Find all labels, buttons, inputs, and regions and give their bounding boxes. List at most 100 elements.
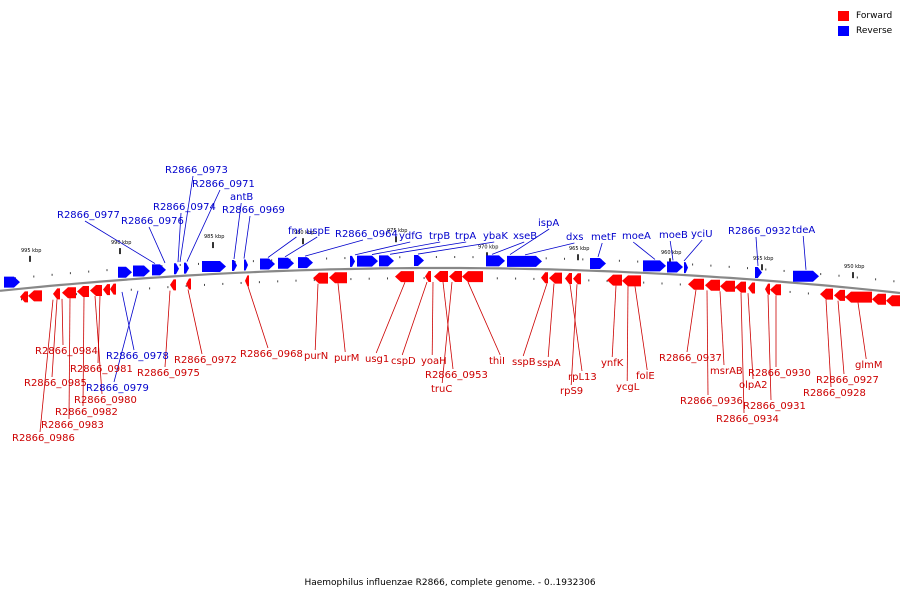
gene-label-r2866_0980: R2866_0980 bbox=[74, 395, 137, 406]
kbp-tick-label: 985 kbp bbox=[204, 234, 224, 240]
minor-tick bbox=[472, 256, 474, 259]
forward-gene-arrow bbox=[313, 272, 328, 284]
reverse-leader-line bbox=[233, 202, 242, 260]
minor-tick bbox=[747, 267, 748, 270]
minor-tick bbox=[185, 284, 187, 287]
minor-tick bbox=[277, 280, 279, 283]
forward-leader-line bbox=[97, 295, 101, 364]
gene-label-r2866_0971: R2866_0971 bbox=[192, 179, 255, 190]
gene-label-truc: truC bbox=[431, 384, 452, 395]
gene-label-r2866_0936: R2866_0936 bbox=[680, 396, 743, 407]
minor-tick bbox=[271, 259, 273, 262]
forward-leader-line bbox=[68, 298, 71, 420]
minor-tick bbox=[728, 265, 730, 268]
forward-gene-arrow bbox=[541, 272, 548, 284]
gene-label-uspe: uspE bbox=[306, 226, 330, 237]
kbp-tick-label: 970 kbp bbox=[478, 244, 498, 250]
forward-leader-line bbox=[431, 282, 434, 356]
reverse-gene-arrow bbox=[755, 266, 762, 278]
gene-label-ynfk: ynfK bbox=[601, 358, 624, 369]
forward-gene-arrow bbox=[425, 271, 431, 283]
legend-reverse: Reverse bbox=[838, 23, 892, 38]
minor-tick bbox=[198, 262, 199, 265]
reverse-gene-arrow bbox=[133, 265, 150, 277]
gene-label-r2866_0976: R2866_0976 bbox=[121, 216, 184, 227]
minor-tick bbox=[313, 279, 315, 282]
reverse-swatch bbox=[838, 25, 849, 36]
minor-tick bbox=[167, 286, 169, 289]
forward-gene-arrow bbox=[170, 279, 176, 291]
forward-gene-arrow bbox=[28, 290, 42, 302]
gene-label-r2866_0985: R2866_0985 bbox=[24, 378, 87, 389]
reverse-gene-arrow bbox=[174, 263, 179, 275]
minor-tick bbox=[368, 277, 370, 280]
forward-leader-line bbox=[706, 290, 709, 396]
gene-label-trpa: trpA bbox=[455, 231, 476, 242]
forward-gene-arrow bbox=[549, 272, 562, 284]
reverse-leader-line bbox=[121, 291, 135, 351]
minor-tick bbox=[88, 270, 90, 273]
minor-tick bbox=[387, 277, 388, 280]
legend: Forward Reverse bbox=[838, 8, 892, 38]
gene-label-glmm: glmM bbox=[855, 360, 883, 371]
reverse-leader-line bbox=[491, 241, 525, 255]
forward-leader-line bbox=[247, 286, 269, 349]
minor-tick bbox=[643, 281, 645, 284]
kbp-tick-label: 950 kbp bbox=[844, 264, 864, 270]
reverse-gene-arrow bbox=[278, 257, 294, 269]
minor-tick bbox=[679, 283, 681, 286]
legend-forward: Forward bbox=[838, 8, 892, 23]
reverse-gene-arrow bbox=[184, 262, 189, 274]
reverse-leader-line bbox=[683, 239, 703, 262]
forward-leader-line bbox=[61, 298, 64, 346]
reverse-leader-line bbox=[417, 241, 495, 255]
forward-leader-line bbox=[467, 281, 501, 356]
reverse-gene-arrow bbox=[643, 260, 666, 272]
forward-leader-line bbox=[569, 283, 583, 372]
minor-tick bbox=[838, 274, 840, 277]
gene-label-r2866_0982: R2866_0982 bbox=[55, 407, 118, 418]
minor-tick bbox=[106, 269, 108, 272]
forward-gene-arrow bbox=[77, 286, 89, 298]
reverse-leader-line bbox=[84, 220, 156, 264]
gene-label-r2866_0978: R2866_0978 bbox=[106, 351, 169, 362]
forward-gene-arrow bbox=[720, 280, 735, 292]
gene-label-fole: folE bbox=[636, 371, 655, 382]
minor-tick bbox=[588, 279, 590, 282]
minor-tick bbox=[435, 256, 437, 259]
gene-label-r2866_0928: R2866_0928 bbox=[803, 388, 866, 399]
minor-tick bbox=[75, 293, 77, 296]
forward-leader-line bbox=[719, 291, 725, 366]
reverse-leader-line bbox=[179, 175, 194, 263]
gene-label-r2866_0983: R2866_0983 bbox=[41, 420, 104, 431]
legend-reverse-label: Reverse bbox=[856, 25, 893, 36]
forward-gene-arrow bbox=[186, 278, 191, 290]
gene-label-r2866_0968: R2866_0968 bbox=[240, 349, 303, 360]
minor-tick bbox=[564, 257, 565, 260]
minor-tick bbox=[33, 275, 35, 278]
forward-gene-arrow bbox=[103, 284, 110, 296]
minor-tick bbox=[856, 276, 858, 279]
gene-label-r2866_0969: R2866_0969 bbox=[222, 205, 285, 216]
gene-label-xseb: xseB bbox=[513, 231, 537, 242]
minor-tick bbox=[130, 288, 132, 291]
gene-label-r2866_0927: R2866_0927 bbox=[816, 375, 879, 386]
minor-tick bbox=[582, 258, 584, 261]
gene-label-r2866_0931: R2866_0931 bbox=[743, 401, 806, 412]
minor-tick bbox=[734, 286, 736, 289]
minor-tick bbox=[496, 277, 498, 280]
forward-leader-line bbox=[314, 283, 319, 351]
forward-gene-arrow bbox=[748, 282, 755, 294]
forward-leader-line bbox=[94, 296, 103, 395]
gene-label-r2866_0974: R2866_0974 bbox=[153, 202, 216, 213]
forward-gene-arrow bbox=[765, 283, 770, 295]
minor-tick bbox=[820, 273, 822, 276]
minor-tick bbox=[637, 260, 639, 263]
forward-gene-arrow bbox=[462, 271, 483, 283]
gene-label-yoah: yoaH bbox=[421, 356, 447, 367]
reverse-leader-line bbox=[524, 242, 575, 256]
reverse-leader-line bbox=[177, 212, 182, 263]
forward-leader-line bbox=[441, 281, 453, 384]
forward-gene-arrow bbox=[834, 289, 845, 301]
